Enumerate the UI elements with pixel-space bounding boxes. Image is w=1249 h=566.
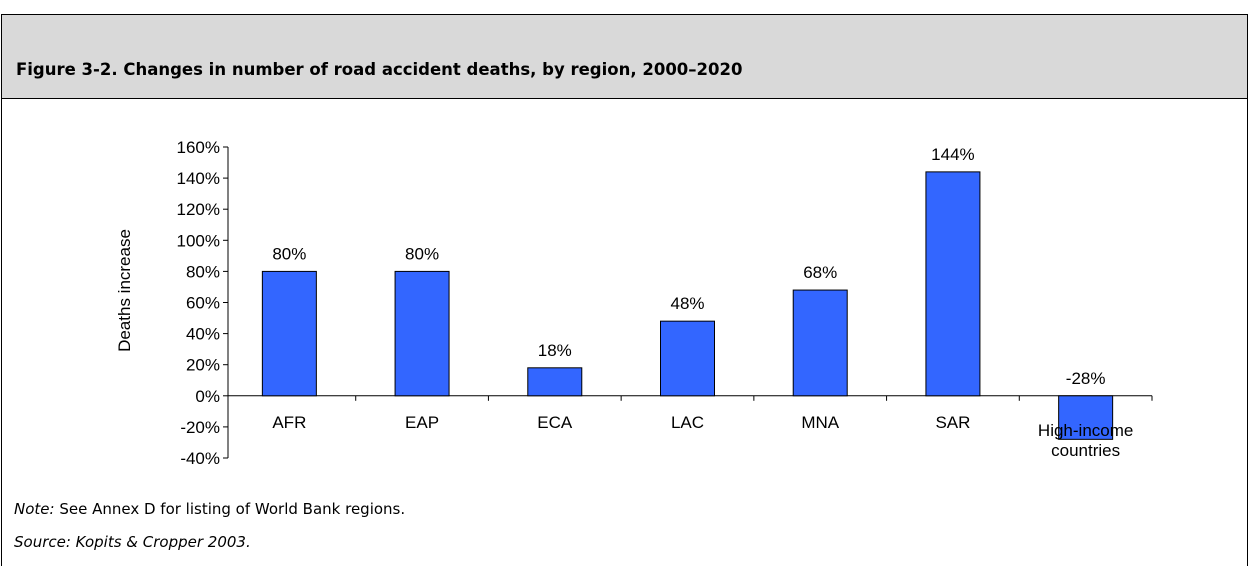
y-axis-label: Deaths increase	[115, 229, 134, 352]
bar	[527, 367, 583, 397]
value-label: 48%	[670, 294, 704, 313]
x-tick-label: EAP	[405, 413, 439, 432]
y-tick-label: 40%	[186, 325, 220, 344]
note: Note: See Annex D for listing of World B…	[14, 500, 405, 518]
x-tick-label: SAR	[935, 413, 970, 432]
x-tick-label: MNA	[801, 413, 839, 432]
figure-header: Figure 3-2. Changes in number of road ac…	[2, 15, 1247, 99]
x-tick-label-line: High-income	[1038, 421, 1133, 440]
figure-frame: Figure 3-2. Changes in number of road ac…	[1, 14, 1248, 566]
y-tick-label: 120%	[177, 200, 220, 219]
note-text: See Annex D for listing of World Bank re…	[59, 500, 406, 518]
bar	[925, 171, 981, 397]
y-tick-label: 80%	[186, 262, 220, 281]
x-tick-label: LAC	[671, 413, 704, 432]
bar	[261, 270, 317, 397]
value-label: 144%	[931, 145, 974, 164]
chart-title: Figure 3-2. Changes in number of road ac…	[16, 60, 743, 79]
y-tick-label: 160%	[177, 138, 220, 157]
bar	[660, 320, 715, 397]
y-tick-label: 60%	[186, 294, 220, 313]
x-tick-label: ECA	[537, 413, 573, 432]
value-label: 68%	[803, 263, 837, 282]
value-label: 80%	[405, 244, 439, 263]
x-tick-label: High-income countries	[1038, 421, 1133, 460]
source: Source: Kopits & Cropper 2003.	[14, 533, 251, 551]
bar	[792, 289, 848, 397]
y-tick-label: 100%	[177, 231, 220, 250]
y-tick-label: -40%	[180, 449, 220, 468]
x-tick-label-line: countries	[1051, 441, 1120, 460]
y-tick-label: 20%	[186, 356, 220, 375]
bar	[1058, 395, 1114, 440]
value-label: 18%	[538, 341, 572, 360]
x-tick-label: AFR	[272, 413, 306, 432]
value-label: 80%	[272, 244, 306, 263]
note-label: Note:	[14, 500, 55, 518]
y-tick-label: -20%	[180, 418, 220, 437]
y-tick-label: 0%	[195, 387, 220, 406]
y-tick-label: 140%	[177, 169, 220, 188]
value-label: -28%	[1066, 369, 1106, 388]
bar	[394, 270, 450, 397]
